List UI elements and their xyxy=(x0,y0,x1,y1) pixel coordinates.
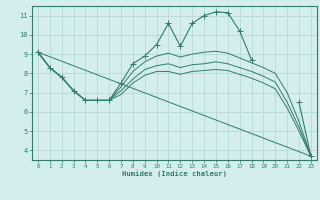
X-axis label: Humidex (Indice chaleur): Humidex (Indice chaleur) xyxy=(122,170,227,177)
